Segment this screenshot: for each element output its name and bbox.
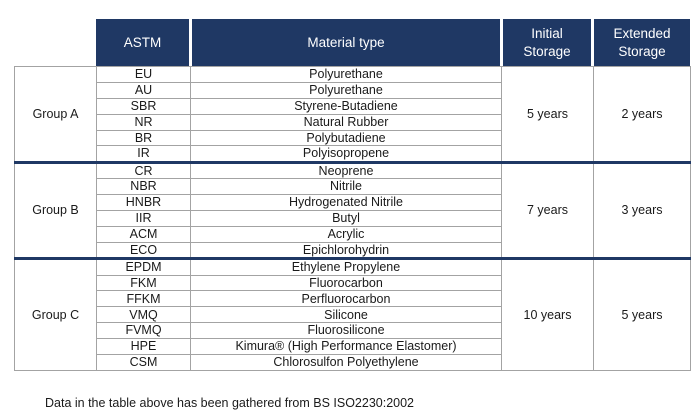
astm-cell: AU xyxy=(96,81,191,99)
table-row: Group C EPDM Ethylene Propylene 10 years… xyxy=(14,258,691,371)
table-row: SBR Styrene-Butadiene xyxy=(15,97,691,115)
astm-cell: CSM xyxy=(96,353,191,371)
material-cell: Natural Rubber xyxy=(190,113,502,131)
initial-storage-cell: 7 years xyxy=(501,161,594,260)
material-cell: Polyisopropene xyxy=(190,145,502,163)
astm-cell: ECO xyxy=(96,241,191,260)
table-row: Group A EU Polyurethane 5 years 2 years xyxy=(14,66,691,163)
material-cell: Fluorosilicone xyxy=(190,322,502,340)
material-cell: Butyl xyxy=(190,209,502,227)
table-row: ACM Acrylic xyxy=(15,225,691,243)
initial-storage-cell: 5 years xyxy=(501,66,594,163)
astm-cell: EPDM xyxy=(96,258,191,276)
material-cell: Acrylic xyxy=(190,225,502,243)
table-row: FKM Fluorocarbon xyxy=(15,274,691,292)
astm-cell: NBR xyxy=(96,178,191,196)
source-note: Data in the table above has been gathere… xyxy=(45,396,415,410)
astm-cell: ACM xyxy=(96,225,191,243)
astm-cell: HPE xyxy=(96,338,191,355)
table-row: IIR Butyl xyxy=(15,209,691,227)
table-row: CSM Chlorosulfon Polyethylene xyxy=(15,353,691,371)
astm-cell: SBR xyxy=(96,97,191,115)
table-header: ASTM Material type Initial Storage Exten… xyxy=(96,19,690,66)
astm-cell: HNBR xyxy=(96,194,191,211)
header-cell-initial-storage: Initial Storage xyxy=(503,19,591,66)
material-cell: Perfluorocarbon xyxy=(190,290,502,308)
group-b-section: Group B CR Neoprene 7 years 3 years NBR … xyxy=(14,161,691,260)
header-cell-astm: ASTM xyxy=(96,19,189,66)
material-cell: Chlorosulfon Polyethylene xyxy=(190,353,502,371)
extended-storage-cell: 2 years xyxy=(593,66,691,163)
astm-cell: CR xyxy=(96,161,191,180)
header-cell-material-type: Material type xyxy=(192,19,500,66)
astm-cell: FFKM xyxy=(96,290,191,308)
material-cell: Polyurethane xyxy=(190,66,502,83)
material-cell: Neoprene xyxy=(190,161,502,180)
astm-cell: VMQ xyxy=(96,306,191,324)
material-cell: Ethylene Propylene xyxy=(190,258,502,276)
astm-cell: IIR xyxy=(96,209,191,227)
group-label: Group C xyxy=(14,258,97,371)
material-cell: Hydrogenated Nitrile xyxy=(190,194,502,211)
astm-cell: FKM xyxy=(96,274,191,292)
header-cell-extended-storage: Extended Storage xyxy=(594,19,690,66)
astm-cell: NR xyxy=(96,113,191,131)
material-cell: Polybutadiene xyxy=(190,129,502,147)
material-cell: Fluorocarbon xyxy=(190,274,502,292)
material-cell: Silicone xyxy=(190,306,502,324)
group-label: Group B xyxy=(14,161,97,260)
group-a-section: Group A EU Polyurethane 5 years 2 years … xyxy=(14,66,691,163)
extended-storage-cell: 3 years xyxy=(593,161,691,260)
materials-table: Group A EU Polyurethane 5 years 2 years … xyxy=(14,66,691,371)
material-cell: Polyurethane xyxy=(190,81,502,99)
table-row: ECO Epichlorohydrin xyxy=(15,241,691,260)
group-c-section: Group C EPDM Ethylene Propylene 10 years… xyxy=(14,258,691,371)
material-cell: Kimura® (High Performance Elastomer) xyxy=(190,338,502,355)
table-row: IR Polyisopropene xyxy=(15,145,691,163)
extended-storage-cell: 5 years xyxy=(593,258,691,371)
table-row: Group B CR Neoprene 7 years 3 years xyxy=(14,161,691,260)
astm-cell: BR xyxy=(96,129,191,147)
astm-cell: EU xyxy=(96,66,191,83)
material-cell: Nitrile xyxy=(190,178,502,196)
astm-cell: FVMQ xyxy=(96,322,191,340)
astm-cell: IR xyxy=(96,145,191,163)
group-label: Group A xyxy=(14,66,97,163)
initial-storage-cell: 10 years xyxy=(501,258,594,371)
material-cell: Styrene-Butadiene xyxy=(190,97,502,115)
table-row: HNBR Hydrogenated Nitrile xyxy=(15,194,691,211)
material-cell: Epichlorohydrin xyxy=(190,241,502,260)
